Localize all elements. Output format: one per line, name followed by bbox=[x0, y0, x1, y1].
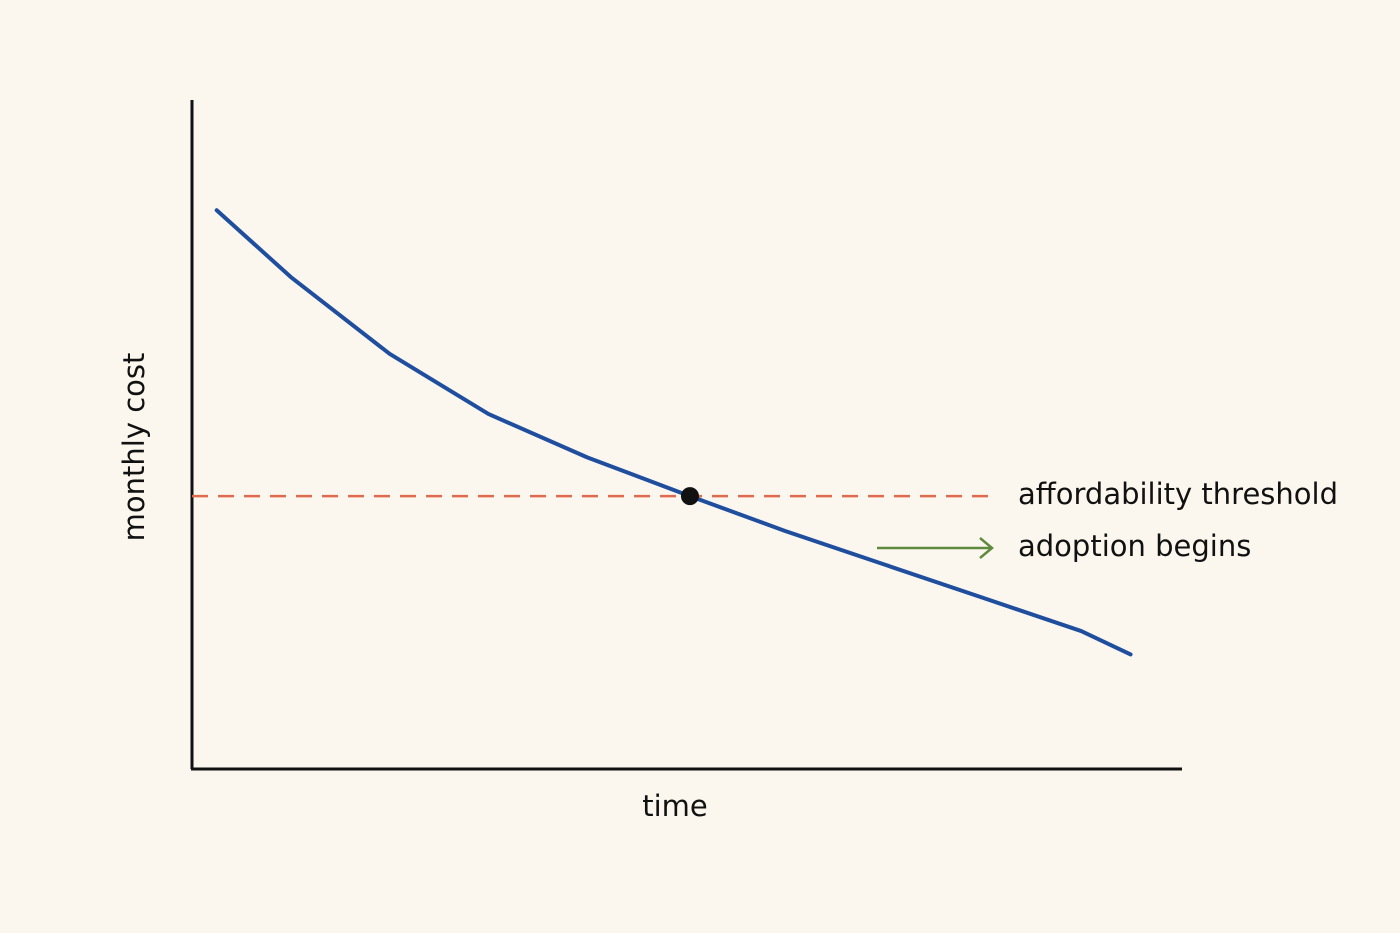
arrow-head bbox=[979, 537, 994, 559]
threshold-label: affordability threshold bbox=[1018, 477, 1338, 511]
annotation-arrow bbox=[877, 537, 994, 559]
annotation-label: adoption begins bbox=[1018, 529, 1251, 563]
y-axis-label: monthly cost bbox=[117, 353, 151, 542]
x-axis-label: time bbox=[642, 789, 708, 823]
intersection-point bbox=[680, 487, 699, 506]
